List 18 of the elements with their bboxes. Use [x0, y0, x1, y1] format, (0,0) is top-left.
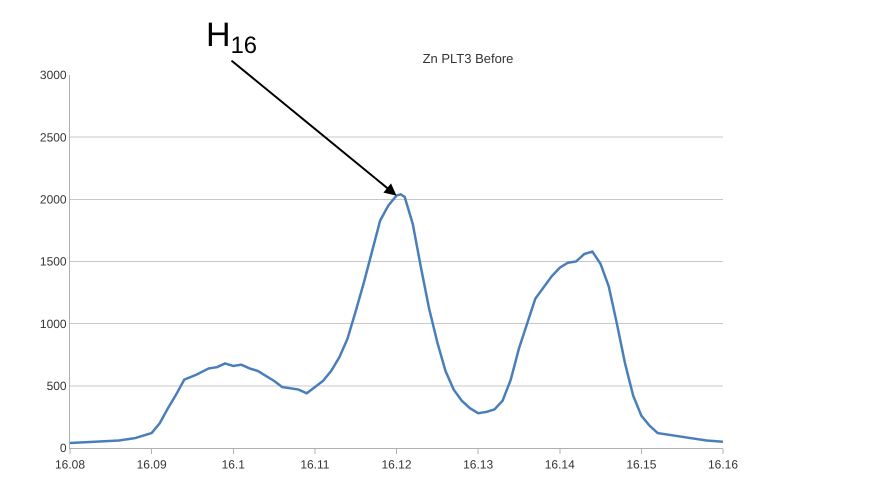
x-tick-label: 16.08	[54, 457, 86, 472]
x-tick-label: 16.15	[626, 457, 657, 472]
y-tick-label: 2000	[40, 192, 67, 207]
y-tick-label: 1000	[40, 316, 67, 331]
y-tick-label: 2500	[40, 130, 67, 144]
x-tick-label: 16.13	[463, 457, 494, 472]
y-tick-label: 0	[60, 441, 67, 456]
x-tick-label: 16.09	[136, 457, 167, 472]
y-tick-label: 500	[46, 379, 67, 394]
x-tick-label: 16.1	[222, 457, 246, 472]
annotation: H$_{16}$	[206, 16, 258, 60]
x-tick-label: 16.11	[300, 457, 330, 472]
chart-title: Zn PLT3 Before	[422, 50, 514, 66]
y-tick-label: 3000	[40, 68, 67, 82]
x-tick-label: 16.12	[381, 457, 412, 472]
y-tick-label: 1500	[40, 254, 67, 269]
x-tick-label: 16.14	[544, 457, 576, 472]
x-tick-label: 16.16	[708, 457, 738, 472]
